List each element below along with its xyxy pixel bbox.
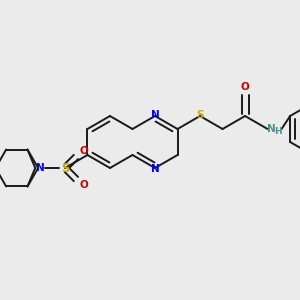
Text: N: N (151, 110, 159, 120)
Text: N: N (36, 163, 45, 173)
Text: N: N (267, 124, 276, 134)
Text: S: S (196, 110, 204, 120)
Text: N: N (151, 164, 159, 174)
Text: O: O (80, 146, 88, 156)
Text: S: S (61, 161, 69, 175)
Text: H: H (274, 128, 281, 136)
Text: O: O (241, 82, 249, 92)
Text: O: O (80, 180, 88, 190)
